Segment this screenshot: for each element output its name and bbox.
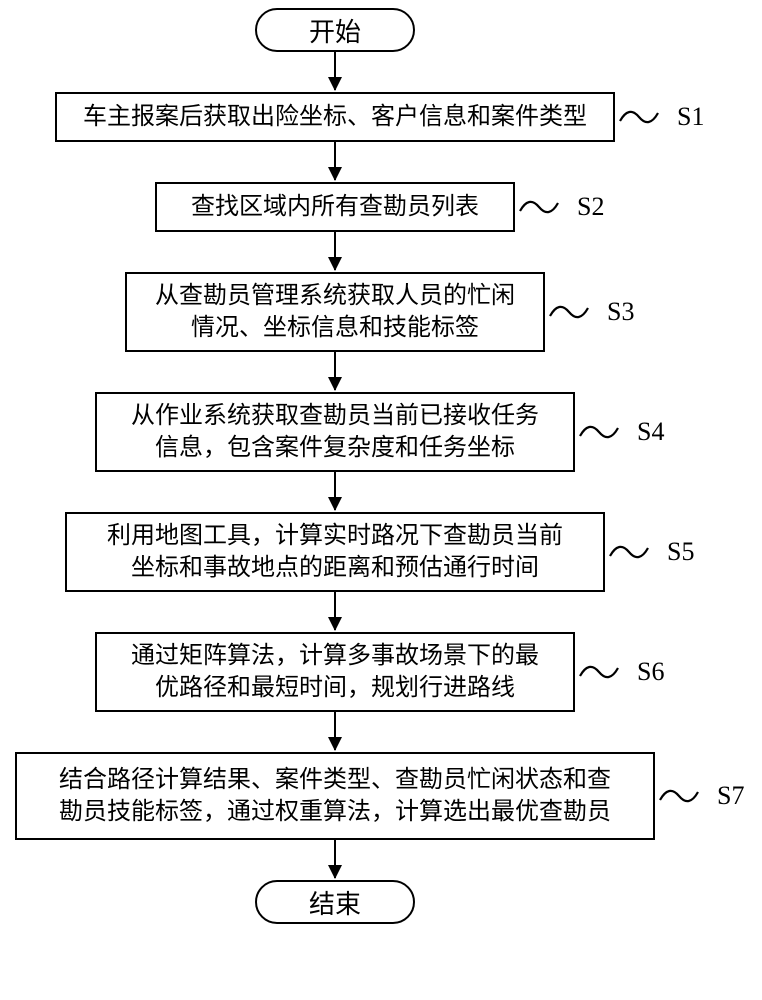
step-label-s4: S4: [637, 417, 664, 447]
step-label-s3: S3: [607, 297, 634, 327]
step-text: 通过矩阵算法，计算多事故场景下的最优路径和最短时间，规划行进路线: [131, 640, 539, 705]
step-box-s2: 查找区域内所有查勘员列表: [155, 182, 515, 232]
step-text: 结合路径计算结果、案件类型、查勘员忙闲状态和查勘员技能标签，通过权重算法，计算选…: [59, 764, 611, 829]
flow-start: 开始: [255, 8, 415, 52]
flow-end: 结束: [255, 880, 415, 924]
flow-start-text: 开始: [309, 12, 361, 49]
step-label-s7: S7: [717, 781, 744, 811]
step-box-s4: 从作业系统获取查勘员当前已接收任务信息，包含案件复杂度和任务坐标: [95, 392, 575, 472]
step-box-s7: 结合路径计算结果、案件类型、查勘员忙闲状态和查勘员技能标签，通过权重算法，计算选…: [15, 752, 655, 840]
connector-tilde-s2: [519, 197, 559, 217]
step-text: 查找区域内所有查勘员列表: [191, 191, 479, 223]
connector-tilde-s4: [579, 422, 619, 442]
flow-arrow: [334, 712, 336, 750]
flow-arrow: [334, 52, 336, 90]
connector-tilde-s7: [659, 786, 699, 806]
flow-arrow: [334, 142, 336, 180]
flow-arrow: [334, 232, 336, 270]
flow-arrow: [334, 472, 336, 510]
step-label-s6: S6: [637, 657, 664, 687]
step-label-s2: S2: [577, 192, 604, 222]
flow-end-text: 结束: [309, 884, 361, 921]
step-label-s1: S1: [677, 102, 704, 132]
step-text: 从查勘员管理系统获取人员的忙闲情况、坐标信息和技能标签: [155, 280, 515, 345]
step-label-s5: S5: [667, 537, 694, 567]
step-box-s1: 车主报案后获取出险坐标、客户信息和案件类型: [55, 92, 615, 142]
step-box-s3: 从查勘员管理系统获取人员的忙闲情况、坐标信息和技能标签: [125, 272, 545, 352]
step-text: 从作业系统获取查勘员当前已接收任务信息，包含案件复杂度和任务坐标: [131, 400, 539, 465]
flow-arrow: [334, 352, 336, 390]
connector-tilde-s5: [609, 542, 649, 562]
step-box-s6: 通过矩阵算法，计算多事故场景下的最优路径和最短时间，规划行进路线: [95, 632, 575, 712]
connector-tilde-s3: [549, 302, 589, 322]
flow-arrow: [334, 840, 336, 878]
connector-tilde-s1: [619, 107, 659, 127]
step-text: 利用地图工具，计算实时路况下查勘员当前坐标和事故地点的距离和预估通行时间: [107, 520, 563, 585]
step-text: 车主报案后获取出险坐标、客户信息和案件类型: [83, 101, 587, 133]
flow-arrow: [334, 592, 336, 630]
step-box-s5: 利用地图工具，计算实时路况下查勘员当前坐标和事故地点的距离和预估通行时间: [65, 512, 605, 592]
connector-tilde-s6: [579, 662, 619, 682]
